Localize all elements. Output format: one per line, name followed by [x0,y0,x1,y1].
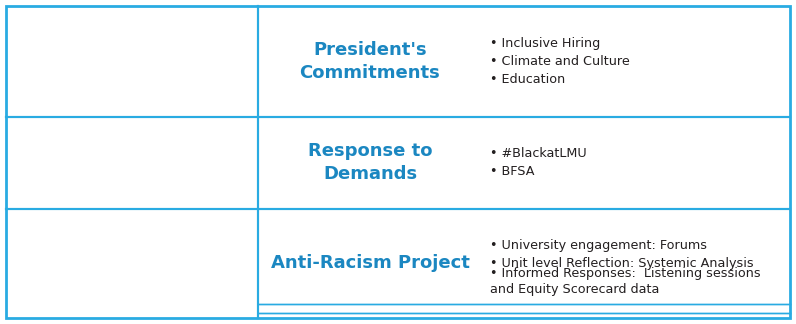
Text: President's
Commitments: President's Commitments [299,41,440,82]
Text: • BFSA: • BFSA [490,165,534,178]
Text: • University engagement: Forums: • University engagement: Forums [490,239,707,252]
Text: • #BlackatLMU: • #BlackatLMU [490,147,587,160]
Circle shape [0,74,88,250]
Text: • Climate and Culture: • Climate and Culture [490,55,630,68]
Text: • Education: • Education [490,73,565,86]
Text: Anti-Racism Project: Anti-Racism Project [271,254,470,272]
Text: • Unit level Reflection: Systemic Analysis: • Unit level Reflection: Systemic Analys… [490,257,754,270]
Text: • Informed Responses:  Listening sessions
and Equity Scorecard data: • Informed Responses: Listening sessions… [490,267,761,295]
Text: • Inclusive Hiring: • Inclusive Hiring [490,37,600,50]
Text: Response to
Demands: Response to Demands [308,142,432,183]
